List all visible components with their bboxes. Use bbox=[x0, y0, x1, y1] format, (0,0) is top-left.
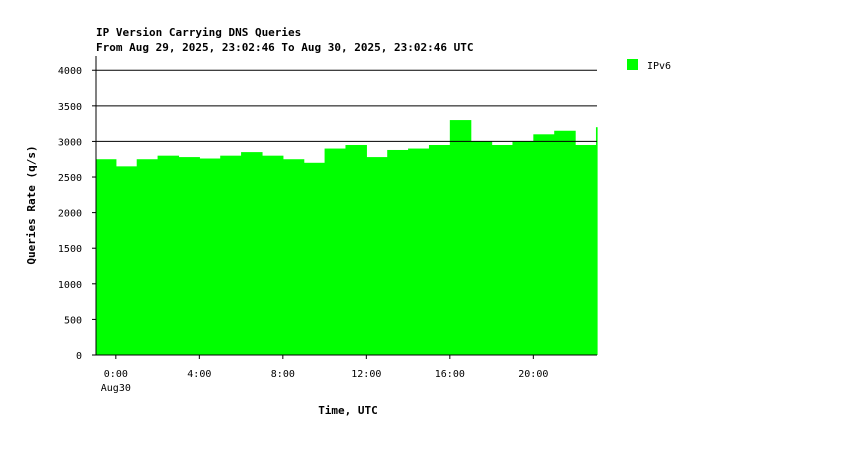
gridlines bbox=[96, 69, 597, 142]
data-bar bbox=[96, 159, 117, 355]
data-bar bbox=[366, 157, 388, 355]
data-bar bbox=[303, 162, 326, 355]
x-tick-label: 4:00 bbox=[187, 369, 211, 380]
x-axis-label: Time, UTC bbox=[318, 404, 378, 417]
plot-area bbox=[96, 120, 598, 355]
data-bar bbox=[512, 141, 534, 355]
legend-swatch-ipv6 bbox=[627, 59, 638, 70]
y-tick-label: 3000 bbox=[58, 137, 82, 148]
x-axis: 0:00 4:00 8:00 12:00 16:00 20:00 Aug30 bbox=[96, 354, 597, 394]
legend: IPv6 bbox=[627, 59, 671, 72]
x-tick-label: 8:00 bbox=[271, 369, 295, 380]
y-axis-label: Queries Rate (q/s) bbox=[25, 145, 38, 264]
y-tick-label: 1500 bbox=[58, 244, 82, 255]
data-bar bbox=[345, 144, 367, 355]
data-bar bbox=[491, 144, 514, 355]
data-bar bbox=[261, 155, 284, 355]
y-tick-label: 4000 bbox=[58, 66, 82, 77]
data-bar bbox=[136, 159, 159, 355]
data-bar bbox=[449, 120, 472, 355]
chart-subtitle: From Aug 29, 2025, 23:02:46 To Aug 30, 2… bbox=[96, 41, 474, 54]
y-tick-label: 2000 bbox=[58, 209, 82, 220]
data-bar bbox=[387, 149, 409, 355]
y-tick-label: 500 bbox=[64, 315, 82, 326]
data-bar bbox=[157, 155, 180, 355]
y-tick-label: 3500 bbox=[58, 102, 82, 113]
x-tick-label: 20:00 bbox=[518, 369, 548, 380]
data-bar bbox=[575, 144, 597, 355]
data-bar bbox=[324, 148, 347, 355]
data-bar bbox=[408, 148, 430, 355]
data-bar bbox=[220, 155, 242, 355]
data-bar bbox=[595, 127, 598, 355]
data-bar bbox=[282, 159, 305, 355]
y-tick-label: 1000 bbox=[58, 280, 82, 291]
x-tick-label: 0:00 bbox=[104, 369, 128, 380]
y-tick-label: 2500 bbox=[58, 173, 82, 184]
data-bar bbox=[533, 134, 555, 355]
data-bar bbox=[115, 166, 138, 355]
chart-title: IP Version Carrying DNS Queries bbox=[96, 26, 301, 39]
x-date-label: Aug30 bbox=[101, 383, 131, 394]
x-tick-label: 12:00 bbox=[351, 369, 381, 380]
x-tick-label: 16:00 bbox=[435, 369, 465, 380]
data-bar bbox=[178, 157, 200, 355]
y-axis: 0 500 1000 1500 2000 2500 3000 3500 4000 bbox=[58, 56, 97, 362]
data-bar bbox=[554, 130, 576, 355]
legend-label-ipv6: IPv6 bbox=[647, 61, 671, 72]
data-bar bbox=[241, 152, 263, 355]
y-tick-label: 0 bbox=[76, 351, 82, 362]
data-bar bbox=[470, 141, 493, 355]
data-bar bbox=[428, 144, 451, 355]
data-bar bbox=[199, 158, 221, 355]
